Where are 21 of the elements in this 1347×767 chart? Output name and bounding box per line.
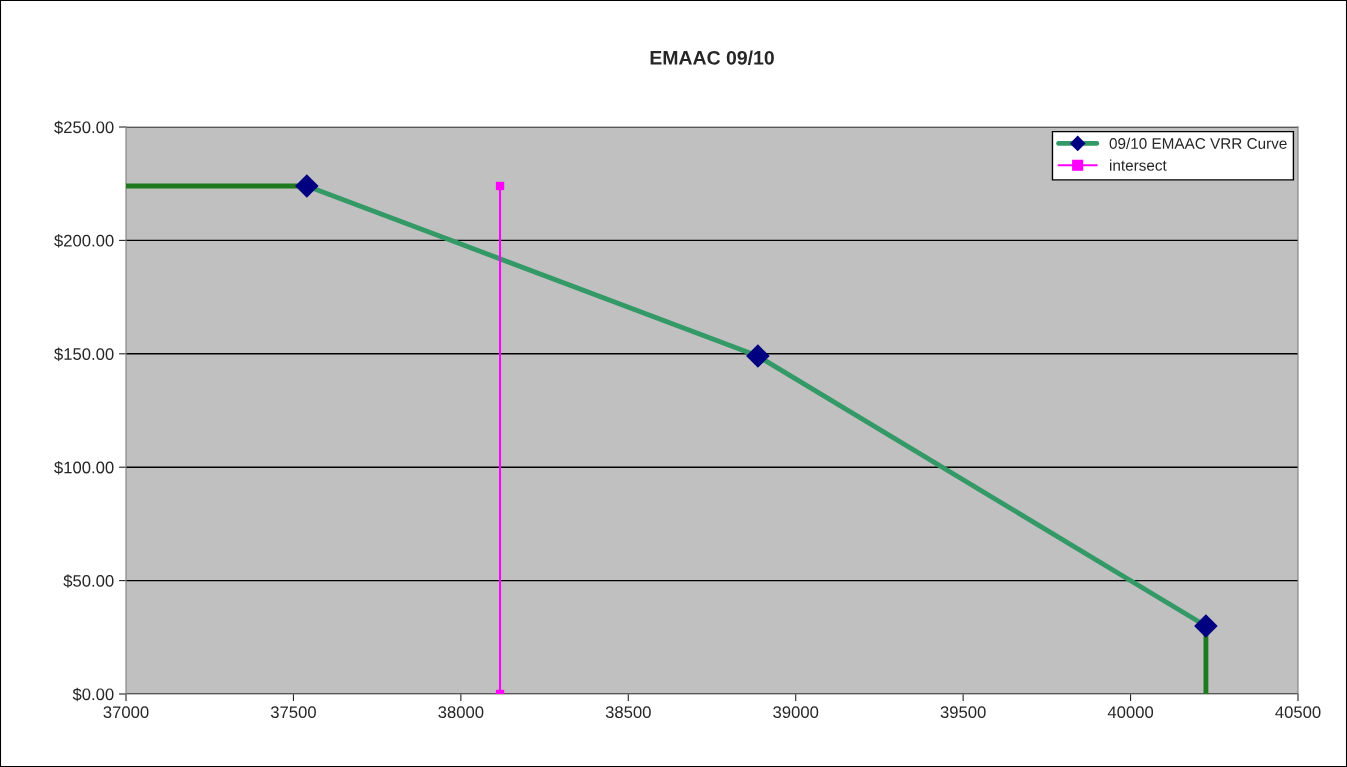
x-tick-label: 39000	[773, 706, 819, 719]
y-tick-label: $50.00	[63, 574, 114, 588]
x-tick-label: 38500	[605, 706, 651, 719]
point	[746, 344, 770, 368]
point	[495, 181, 505, 191]
x-tick-label: 40000	[1107, 706, 1154, 719]
y-tick-label: $150.00	[54, 347, 114, 361]
y-tick-label: $0.00	[72, 687, 114, 702]
legend-label: 09/10 EMAAC VRR Curve	[1109, 137, 1287, 149]
x-tick-label: 40500	[1275, 706, 1321, 719]
x-tick-label: 37500	[270, 706, 316, 719]
y-tick-label: $100.00	[54, 460, 114, 475]
y-tick-label: $250.00	[54, 120, 114, 135]
x-tick-label: 37000	[103, 706, 149, 719]
x-tick-label: 39500	[940, 706, 986, 719]
point	[1194, 614, 1218, 638]
point	[295, 174, 319, 198]
legend-label: intersect	[1110, 159, 1167, 171]
x-tick-label: 38000	[438, 706, 484, 719]
y-tick-label: $200.00	[54, 234, 114, 248]
chart-title: EMAAC 09/10	[650, 50, 774, 65]
